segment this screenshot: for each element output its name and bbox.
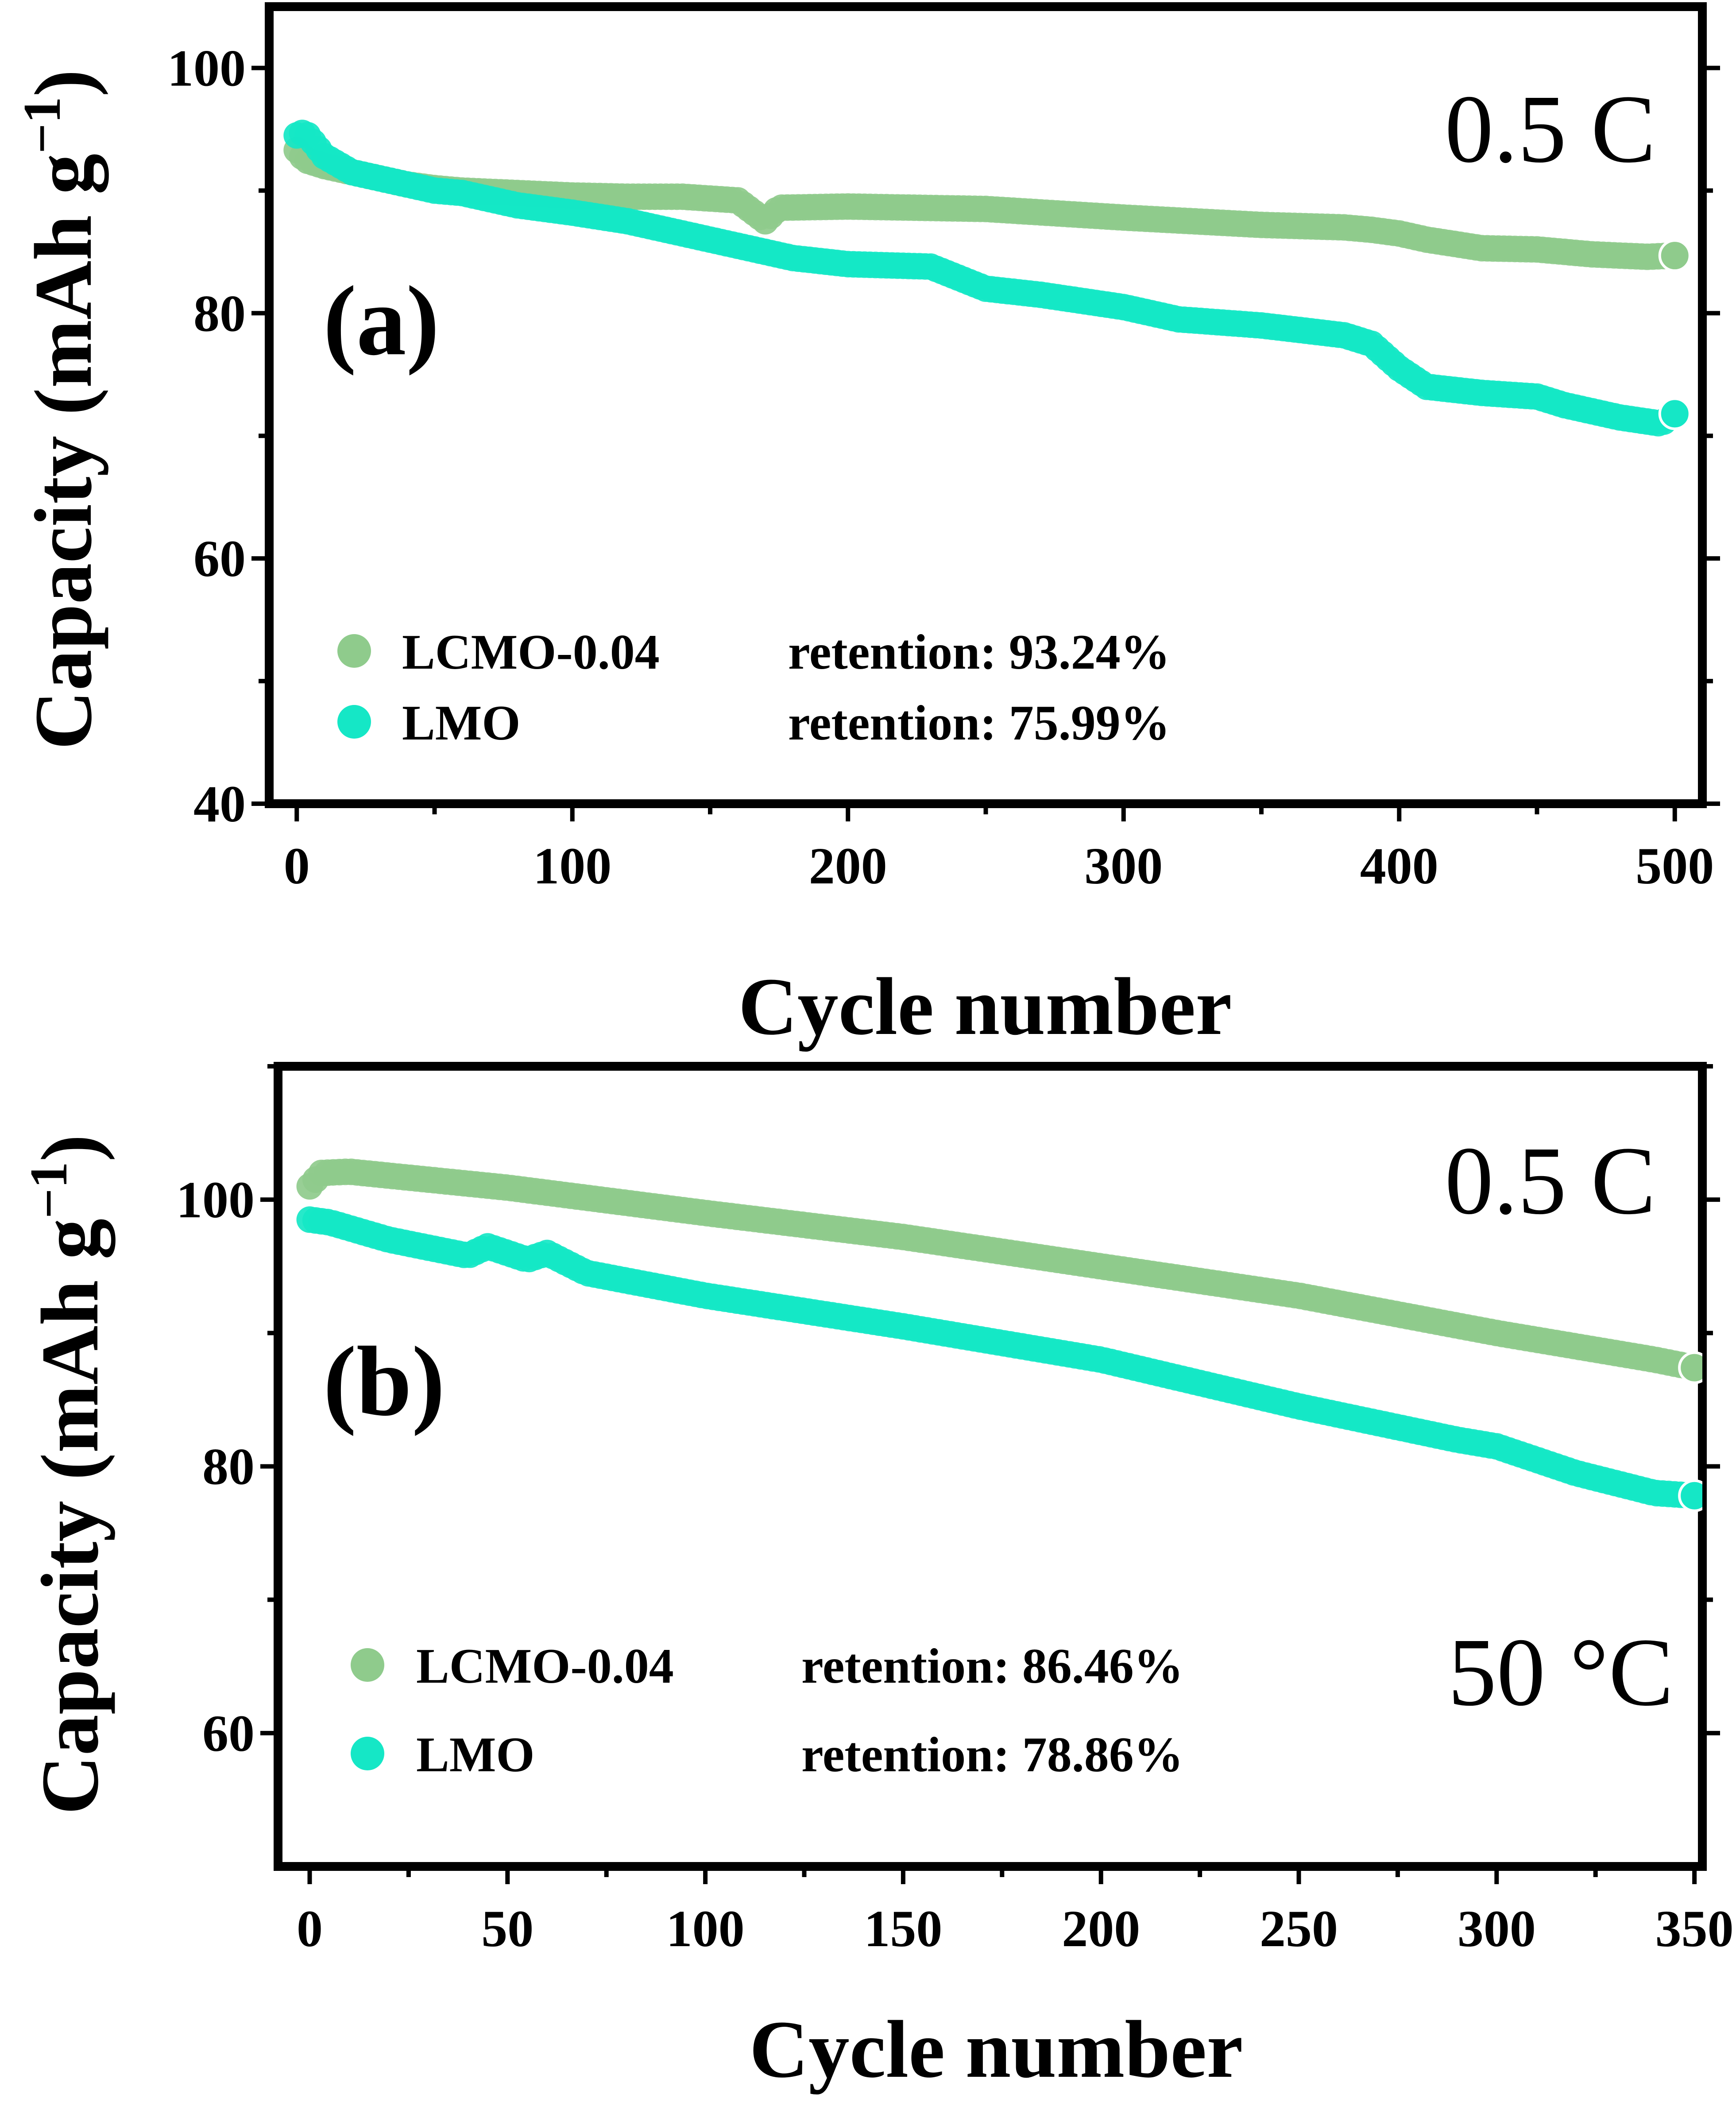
legend-label-lcmo: LCMO-0.04 xyxy=(402,625,660,680)
legend-retention-lmo: retention: 75.99% xyxy=(788,696,1170,751)
x-tick-label: 350 xyxy=(1655,1900,1734,1958)
panel-b-axes-ticks: 0 50 100 150 200 250 300 350 60 80 100 xyxy=(176,1064,1734,1958)
legend-marker-lcmo xyxy=(351,1648,384,1682)
legend-retention-lmo: retention: 78.86% xyxy=(801,1727,1183,1782)
x-tick-label: 100 xyxy=(666,1900,745,1958)
y-tick-label: 100 xyxy=(167,39,246,97)
panel-a-label: (a) xyxy=(323,265,439,376)
series-lcmo-0-04 xyxy=(296,1158,1702,1384)
panel-a-axes-ticks: 0 100 200 300 400 500 40 60 80 100 xyxy=(167,39,1720,895)
x-tick-label: 500 xyxy=(1635,837,1714,895)
x-tick-label: 150 xyxy=(864,1900,942,1958)
last-data-point xyxy=(1678,1351,1702,1384)
x-tick-label: 300 xyxy=(1458,1900,1536,1958)
panel-b-legend: LCMO-0.04 retention: 86.46% LMO retentio… xyxy=(351,1639,1183,1782)
x-tick-label: 50 xyxy=(481,1900,534,1958)
x-tick-label: 0 xyxy=(297,1900,323,1958)
panel-a-x-axis-label: Cycle number xyxy=(738,961,1232,1052)
y-tick-label: 80 xyxy=(193,284,246,342)
x-tick-label: 400 xyxy=(1360,837,1438,895)
series-lmo xyxy=(283,120,1691,437)
legend-label-lmo: LMO xyxy=(416,1727,535,1782)
legend-marker-lmo xyxy=(337,705,371,739)
legend-marker-lcmo xyxy=(337,634,371,668)
panel-b-label: (b) xyxy=(323,1326,445,1436)
last-data-point xyxy=(1678,1479,1702,1512)
panel-a-legend: LCMO-0.04 retention: 93.24% LMO retentio… xyxy=(337,625,1170,751)
panel-b-temperature-label: 50 °C xyxy=(1448,1618,1674,1726)
legend-retention-lcmo: retention: 86.46% xyxy=(801,1639,1183,1694)
series-lmo xyxy=(296,1206,1702,1512)
panel-a-rate-label: 0.5 C xyxy=(1445,75,1656,183)
y-tick-label: 80 xyxy=(202,1438,255,1496)
y-tick-label: 60 xyxy=(202,1704,255,1762)
y-tick-label: 40 xyxy=(193,775,246,833)
panel-b-x-axis-label: Cycle number xyxy=(750,2004,1243,2095)
legend-retention-lcmo: retention: 93.24% xyxy=(788,625,1170,680)
panel-b-rate-label: 0.5 C xyxy=(1445,1127,1656,1235)
panel-b-chart: 0 50 100 150 200 250 300 350 60 80 100 (b) 0.5 C 5… xyxy=(19,1062,1734,2095)
legend-label-lcmo: LCMO-0.04 xyxy=(416,1639,674,1694)
panel-a-y-axis-label: Capacity (mAh g−1) xyxy=(12,70,109,750)
y-tick-label: 100 xyxy=(176,1171,255,1229)
panel-a-chart: 0 100 200 300 400 500 40 60 80 100 (a) 0.5 C LCMO… xyxy=(12,2,1720,1052)
x-tick-label: 200 xyxy=(1062,1900,1140,1958)
last-data-point xyxy=(1658,239,1691,272)
panel-b-y-axis-label: Capacity (mAh g−1) xyxy=(19,1134,116,1815)
legend-marker-lmo xyxy=(351,1737,384,1770)
x-tick-label: 250 xyxy=(1260,1900,1338,1958)
x-tick-label: 200 xyxy=(809,837,887,895)
x-tick-label: 300 xyxy=(1084,837,1163,895)
y-tick-label: 60 xyxy=(193,530,246,588)
panel-b-series xyxy=(296,1158,1702,1512)
legend-label-lmo: LMO xyxy=(402,696,521,751)
x-tick-label: 0 xyxy=(284,837,310,895)
x-tick-label: 100 xyxy=(533,837,611,895)
panel-a-series xyxy=(283,120,1691,437)
last-data-point xyxy=(1658,397,1691,430)
